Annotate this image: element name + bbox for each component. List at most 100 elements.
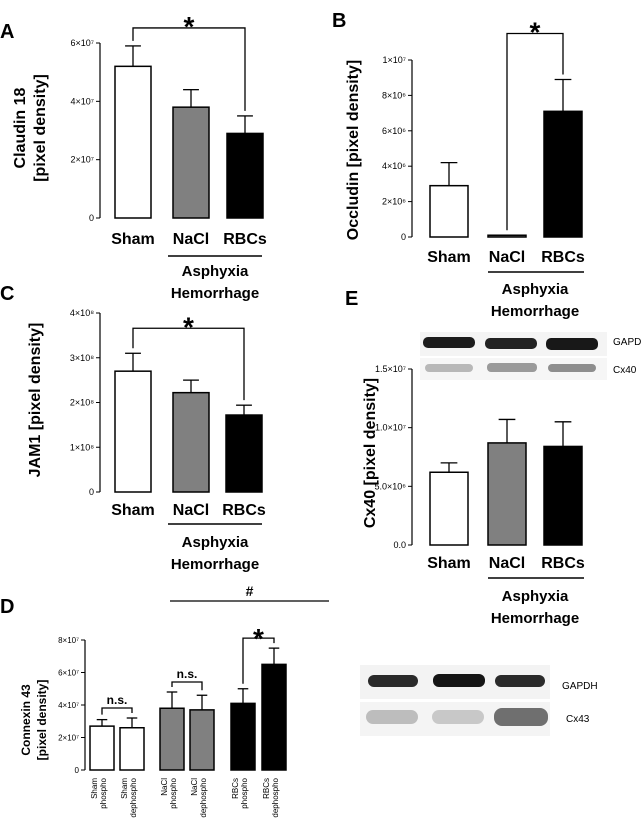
panel-d-cx43-band-1	[366, 710, 418, 724]
panel-d-gapdh-band-1	[368, 675, 418, 687]
panel-c-ylabel: JAM1 [pixel density]	[27, 323, 44, 478]
panel-d-cx43-band-2	[432, 710, 484, 724]
panel-d-category-label-line2: dephospho	[199, 777, 208, 817]
panel-b-group-label-1: Asphyxia	[502, 281, 569, 298]
panel-d-category-label: Shamphospho	[90, 777, 108, 808]
panel-d-significance-star: *	[253, 623, 264, 654]
panel-d-y-tick-label: 8×10⁷	[58, 636, 79, 645]
panel-label-c: C	[0, 283, 14, 305]
panel-d-western-blot	[360, 665, 550, 736]
panel-d-category-label-line2: phospho	[240, 777, 249, 808]
panel-d-bar	[89, 725, 115, 771]
panel-a-category-label: NaCl	[173, 231, 209, 248]
panel-d-category-label-line2: phospho	[99, 777, 108, 808]
panel-d-y-tick-label: 2×10⁷	[58, 734, 79, 743]
panel-a-bar	[114, 65, 152, 219]
panel-b-y-tick-label: 4×10⁶	[382, 161, 406, 171]
panel-c-group-label-2: Hemorrhage	[171, 556, 259, 573]
panel-d-category-label-line1: NaCl	[190, 778, 199, 796]
panel-label-a: A	[0, 21, 14, 43]
panel-a-bar	[172, 106, 210, 219]
panel-a-y-tick-label: 2×10⁷	[70, 155, 94, 165]
panel-d-ylabel-2: [pixel density]	[35, 680, 49, 761]
panel-b-group-label-2: Hemorrhage	[491, 303, 579, 320]
bar-plots: 0 2×10⁷ 4×10⁷ 6×10⁷ Sham NaCl RBCs * 0 2×10⁶ 4×10⁶…	[58, 11, 585, 818]
panel-d-category-label-line2: dephospho	[129, 777, 138, 817]
panel-label-b: B	[332, 10, 346, 32]
panel-d-y-tick-label: 4×10⁷	[58, 701, 79, 710]
panel-c-significance-bracket	[132, 327, 245, 401]
panel-a-category-label: RBCs	[223, 231, 267, 248]
panel-e-category-label: NaCl	[489, 555, 525, 572]
panel-e-cx40-band-nacl	[487, 363, 537, 372]
panel-c-category-label: Sham	[111, 502, 155, 519]
panel-e-ylabel: Cx40 [pixel density]	[362, 378, 379, 528]
panel-e-y-tick-label: 0.0	[393, 540, 406, 550]
panel-b-bar	[543, 110, 583, 238]
panel-a-chart: 0 2×10⁷ 4×10⁷ 6×10⁷ Sham NaCl RBCs *	[70, 11, 267, 257]
panel-e-category-label: RBCs	[541, 555, 585, 572]
panel-e-bar	[429, 471, 469, 546]
panel-c-bar	[172, 391, 210, 493]
panel-d-bar	[119, 727, 145, 771]
panel-e-western-blot	[420, 332, 607, 380]
panel-e-gapdh-band-rbcs	[546, 338, 598, 350]
panel-e-blot-label-cx40: Cx40	[613, 365, 637, 376]
panel-e-category-label: Sham	[427, 555, 471, 572]
panel-e-cx40-band-rbcs	[548, 364, 596, 372]
panel-e-y-tick-label: 1.0×10⁷	[375, 423, 406, 433]
panel-b-category-label: RBCs	[541, 249, 585, 266]
panel-a-group-label-1: Asphyxia	[182, 263, 249, 280]
panel-e-cx40-band-sham	[425, 364, 473, 372]
panel-e-bar	[543, 445, 583, 546]
panel-c-chart: 0 1×10⁸ 2×10⁸ 3×10⁸ 4×10⁸ Sham NaCl RBCs *	[70, 308, 266, 525]
panel-d-bar	[230, 702, 256, 771]
panel-b-y-tick-label: 8×10⁶	[382, 90, 406, 100]
panel-d-category-label-line1: Sham	[90, 778, 99, 799]
panel-e-bar	[487, 442, 527, 546]
panel-b-chart: 0 2×10⁶ 4×10⁶ 6×10⁶ 8×10⁶ 1×10⁷ Sham NaCl RBCs *	[382, 16, 585, 273]
panel-a-y-tick-label: 6×10⁷	[70, 38, 94, 48]
panel-b-bar	[429, 184, 469, 238]
panel-e-blot-label-gapdh: GAPDH	[613, 337, 642, 348]
panel-d-overall-hash: #	[246, 583, 254, 599]
panel-a-category-label: Sham	[111, 231, 155, 248]
panel-d-category-label: NaClphospho	[160, 777, 178, 808]
panel-d-bar	[189, 709, 215, 771]
panel-d-y-tick-label: 6×10⁷	[58, 669, 79, 678]
panel-label-d: D	[0, 596, 14, 618]
panel-a-ylabel-1: Claudin 18	[12, 87, 29, 168]
panel-c-y-tick-label: 4×10⁸	[70, 308, 94, 318]
panel-d-significance-bracket	[242, 637, 275, 684]
panel-b-category-label: NaCl	[489, 249, 525, 266]
panel-a-bar	[226, 132, 264, 219]
panel-a-group-label-2: Hemorrhage	[171, 285, 259, 302]
panel-c-y-tick-label: 2×10⁸	[70, 398, 94, 408]
panel-c-category-label: NaCl	[173, 502, 209, 519]
panel-e-y-tick-label: 5.0×10⁶	[375, 481, 407, 491]
panel-d-blot-label-gapdh: GAPDH	[562, 681, 598, 692]
panel-c-y-tick-label: 1×10⁸	[70, 442, 94, 452]
panel-d-gapdh-band-2	[433, 674, 485, 687]
panel-d-gapdh-band-3	[495, 675, 545, 687]
panel-a-y-tick-label: 4×10⁷	[70, 96, 94, 106]
panel-d-category-label-line1: NaCl	[160, 778, 169, 796]
panel-c-bar	[225, 414, 263, 493]
panel-a-y-tick-label: 0	[89, 213, 94, 223]
panel-b-y-tick-label: 1×10⁷	[382, 55, 406, 65]
panel-d-category-label-line1: Sham	[120, 778, 129, 799]
panel-c-category-label: RBCs	[222, 502, 266, 519]
panel-label-e: E	[345, 288, 358, 310]
panel-d-ns-label: n.s.	[177, 667, 198, 681]
panel-d-category-label-line1: RBCs	[231, 778, 240, 799]
panel-b-significance-bracket	[506, 32, 564, 231]
panel-d-y-tick-label: 0	[75, 766, 80, 775]
panel-d-category-label: Shamdephospho	[120, 777, 138, 817]
panel-b-category-label: Sham	[427, 249, 471, 266]
panel-d-cx43-band-3	[494, 708, 548, 726]
panel-e-y-tick-label: 1.5×10⁷	[375, 364, 406, 374]
panel-d-category-label: NaCldephospho	[190, 777, 208, 817]
panel-a-significance-bracket	[132, 27, 246, 111]
